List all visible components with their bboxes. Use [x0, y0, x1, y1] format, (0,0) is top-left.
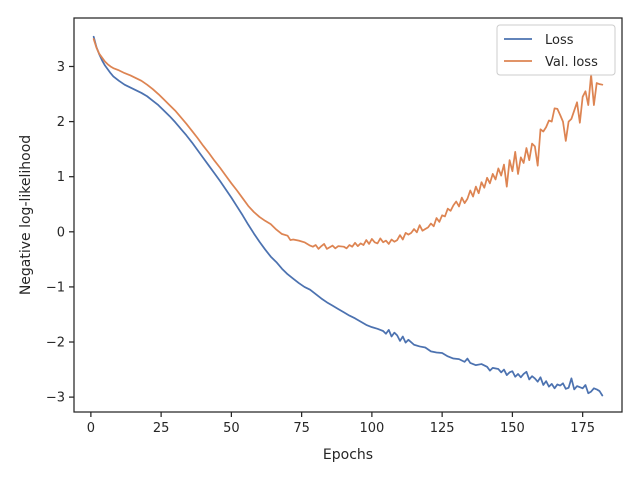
series-layer — [92, 35, 604, 397]
y-tick-label: −2 — [46, 336, 65, 351]
y-tick-label: 2 — [57, 115, 65, 130]
y-tick-label: 1 — [57, 170, 65, 185]
x-axis-ticks: 0 25 50 75 100 125 150 175 — [87, 412, 595, 436]
y-tick-label: 3 — [57, 60, 65, 75]
legend-label-loss: Loss — [545, 33, 574, 48]
legend: Loss Val. loss — [496, 24, 616, 76]
x-tick-label: 75 — [293, 421, 310, 436]
x-tick-label: 100 — [359, 421, 384, 436]
x-tick-label: 0 — [87, 421, 95, 436]
legend-label-val-loss: Val. loss — [545, 55, 598, 70]
x-tick-label: 150 — [500, 421, 525, 436]
series-line-val-loss — [92, 38, 604, 250]
y-axis-ticks: −3 −2 −1 0 1 2 3 — [46, 60, 74, 406]
x-tick-label: 50 — [223, 421, 240, 436]
y-tick-label: −1 — [46, 280, 65, 295]
plot-frame — [73, 17, 623, 413]
x-tick-label: 125 — [430, 421, 455, 436]
series-line-loss — [92, 35, 604, 397]
legend-box — [496, 24, 616, 76]
x-axis-label: Epochs — [323, 447, 373, 463]
y-tick-label: 0 — [57, 225, 65, 240]
x-tick-label: 175 — [570, 421, 595, 436]
y-tick-label: −3 — [46, 391, 65, 406]
x-tick-label: 25 — [153, 421, 170, 436]
y-axis-label: Negative log-likelihood — [18, 135, 34, 295]
